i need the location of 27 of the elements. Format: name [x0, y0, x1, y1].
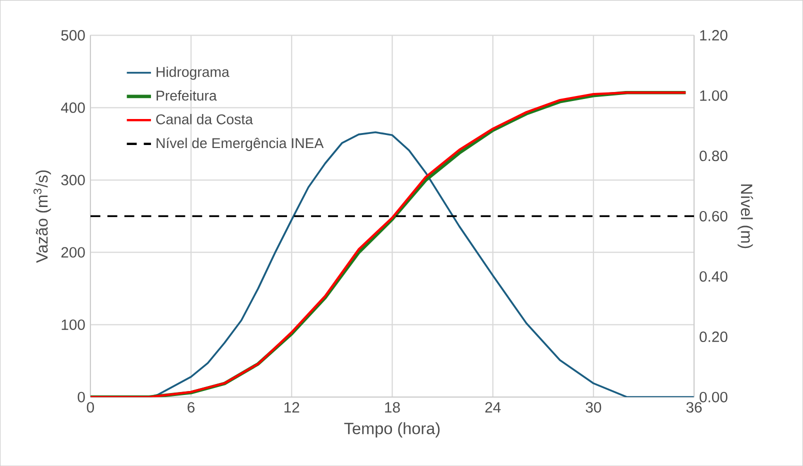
y2-tick-label: 0.20: [700, 331, 728, 342]
legend-label: Hidrograma: [156, 66, 230, 80]
y2-tick-label: 0.00: [700, 392, 728, 402]
x-tick-label: 0: [86, 402, 94, 413]
y-tick-label: 400: [60, 102, 85, 113]
x-tick-label: 36: [686, 402, 702, 413]
x-tick-label: 12: [284, 402, 300, 412]
y-tick-label: 0: [78, 392, 85, 402]
x-axis-title: Tempo (hora): [344, 422, 440, 438]
y2-tick-label: 0.40: [700, 271, 728, 282]
legend-label: Nível de Emergência INEA: [156, 138, 324, 151]
y-tick-label: 300: [61, 174, 85, 186]
y-tick-label: 200: [61, 247, 85, 258]
y2-tick-label: 0.60: [700, 210, 728, 222]
y-tick-label: 500: [61, 30, 85, 40]
y2-tick-label: 0.80: [700, 150, 728, 162]
y2-tick-label: 1.20: [700, 30, 728, 40]
x-tick-label: 18: [385, 402, 400, 413]
legend-label: Prefeitura: [156, 90, 217, 101]
x-tick-label: 24: [485, 402, 501, 412]
x-tick-label: 30: [586, 402, 602, 413]
y-tick-label: 100: [62, 319, 85, 330]
y2-axis-title: Nível (m): [738, 184, 754, 248]
y-axis-title: Vazão (m$^{3}$/s): [33, 170, 51, 263]
legend-label: Canal da Costa: [156, 114, 253, 124]
y2-tick-label: 1.00: [700, 90, 728, 101]
x-tick-label: 6: [188, 402, 195, 413]
